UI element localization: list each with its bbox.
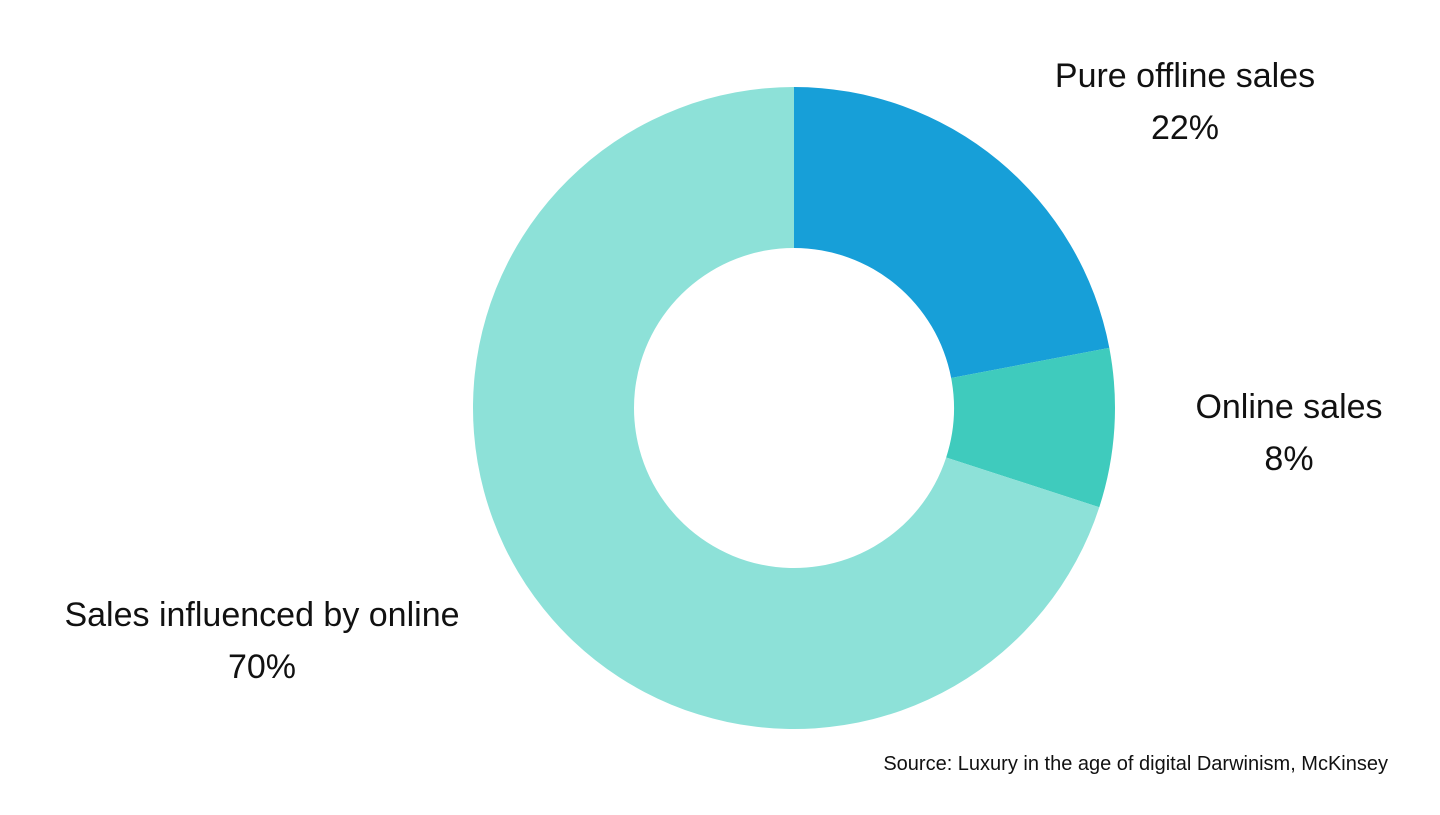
- label-sales-influenced-name: Sales influenced by online: [64, 596, 460, 634]
- donut-slice-pure-offline-sales: [794, 87, 1110, 379]
- label-sales-influenced-value: 70%: [227, 648, 297, 686]
- label-online-sales: Online sales 8%: [1195, 381, 1382, 485]
- label-online-sales-value: 8%: [1264, 440, 1314, 478]
- donut-slice-online-sales: [946, 347, 1115, 508]
- donut-slice-sales-influenced-by-online: [473, 87, 1100, 729]
- label-pure-offline-sales: Pure offline sales 22%: [1055, 50, 1315, 154]
- label-online-sales-name: Online sales: [1195, 388, 1383, 426]
- label-sales-influenced-by-online: Sales influenced by online 70%: [64, 589, 459, 693]
- source-note: Source: Luxury in the age of digital Dar…: [883, 753, 1388, 775]
- label-pure-offline-sales-value: 22%: [1150, 109, 1220, 147]
- label-pure-offline-sales-name: Pure offline sales: [1054, 57, 1316, 95]
